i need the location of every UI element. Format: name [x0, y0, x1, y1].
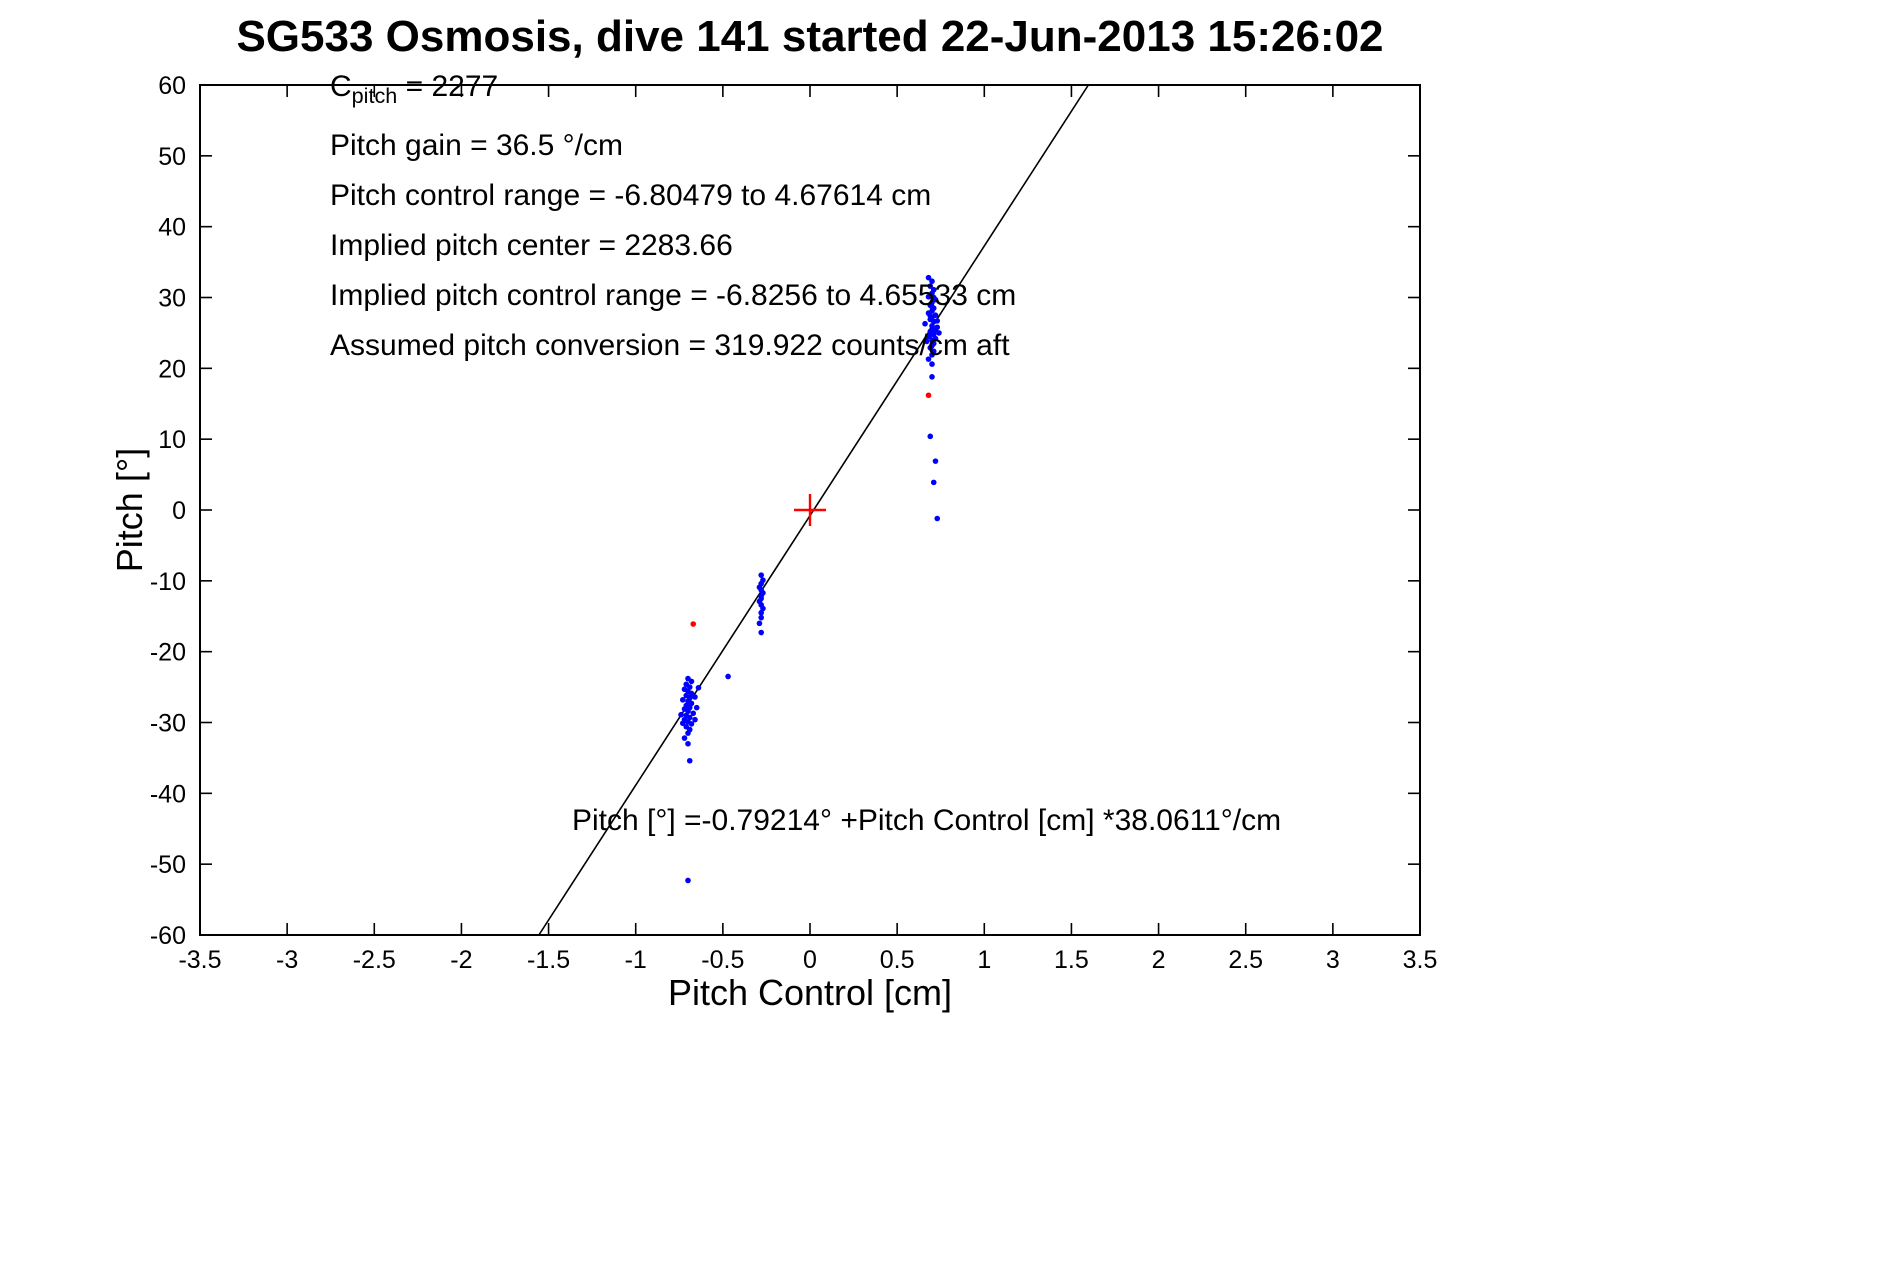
data-point [927, 433, 934, 440]
annotation-pitch-control-range: Pitch control range = -6.80479 to 4.6761… [330, 179, 932, 212]
x-tick-label: -1 [625, 946, 647, 974]
data-point [929, 278, 935, 285]
annotation-implied-pitch-center: Implied pitch center = 2283.66 [330, 229, 733, 262]
y-tick-label: 20 [158, 355, 186, 383]
x-tick-label: -3 [276, 946, 298, 974]
y-tick-label: -20 [150, 639, 186, 667]
data-point [688, 690, 695, 697]
x-tick-label: 0.5 [880, 946, 915, 974]
data-point [758, 614, 764, 621]
data-point [678, 711, 684, 718]
data-point [685, 740, 691, 747]
data-point [685, 708, 691, 714]
annotation-implied-pitch-control-range: Implied pitch control range = -6.8256 to… [330, 279, 1017, 312]
data-point [934, 318, 941, 324]
data-point [690, 621, 697, 627]
y-tick-label: -40 [150, 780, 186, 808]
data-point [760, 605, 766, 612]
annotation-pitch-gain: Pitch gain = 36.5 °/cm [330, 129, 623, 162]
chart-title: SG533 Osmosis, dive 141 started 22-Jun-2… [236, 12, 1384, 61]
y-tick-label: 60 [158, 72, 186, 100]
data-point [690, 710, 697, 717]
data-point [758, 609, 764, 616]
x-tick-label: 2.5 [1228, 946, 1263, 974]
x-tick-label: 0 [803, 946, 817, 974]
data-point [685, 730, 691, 736]
y-tick-label: 50 [158, 143, 186, 171]
annotation-cpitch: Cpitch = 2277 [330, 62, 1016, 121]
data-point [692, 716, 698, 723]
data-point [932, 458, 939, 464]
data-point [688, 678, 695, 685]
x-tick-label: -0.5 [701, 946, 744, 974]
data-point [927, 344, 934, 351]
data-point [925, 392, 932, 399]
annotation-assumed-pitch-conversion: Assumed pitch conversion = 319.922 count… [330, 329, 1010, 362]
data-point [929, 361, 935, 367]
cpitch-value: = 2277 [397, 70, 499, 103]
y-tick-label: 10 [158, 426, 186, 454]
fit-equation: Pitch [°] =-0.79214° +Pitch Control [cm]… [572, 804, 1282, 837]
series-observed-pitch [678, 274, 942, 884]
data-point [927, 313, 934, 319]
y-tick-label: -60 [150, 922, 186, 950]
data-point [930, 294, 937, 301]
series-flagged-points [690, 392, 932, 627]
y-tick-label: -50 [150, 851, 186, 879]
data-point [929, 352, 935, 358]
y-tick-label: 40 [158, 214, 186, 242]
data-point [688, 700, 695, 707]
y-tick-label: 0 [172, 497, 186, 525]
x-tick-label: -2 [450, 946, 472, 974]
data-point [725, 673, 731, 680]
data-point [756, 620, 763, 627]
data-point [686, 684, 693, 690]
data-point [929, 374, 935, 380]
data-point [929, 290, 935, 297]
x-tick-label: 3.5 [1403, 946, 1438, 974]
cpitch-symbol: C [330, 70, 352, 103]
x-axis-label: Pitch Control [cm] [667, 972, 953, 1013]
data-point [922, 320, 928, 327]
data-point [686, 757, 693, 764]
x-tick-label: -1.5 [527, 946, 570, 974]
x-tick-label: -3.5 [178, 946, 221, 974]
annotation-block: Cpitch = 2277 Pitch gain = 36.5 °/cm Pit… [330, 62, 1016, 371]
cpitch-subscript: pitch [351, 83, 398, 108]
y-tick-label: -30 [150, 710, 186, 738]
data-point [930, 479, 937, 486]
x-tick-label: 3 [1326, 946, 1340, 974]
data-point [686, 714, 693, 721]
x-tick-label: 1 [977, 946, 991, 974]
data-point [692, 694, 698, 700]
series-implied-center-marker [794, 494, 826, 526]
data-point [693, 704, 700, 711]
data-point [758, 629, 764, 636]
data-point [925, 293, 932, 300]
data-point [679, 720, 686, 727]
y-tick-label: -10 [150, 568, 186, 596]
data-point [925, 274, 932, 281]
data-point [688, 721, 695, 727]
data-point [927, 332, 934, 338]
x-tick-label: 1.5 [1054, 946, 1089, 974]
data-point [679, 697, 686, 703]
data-point [681, 735, 688, 741]
data-point [927, 283, 934, 289]
x-tick-label: -2.5 [353, 946, 396, 974]
data-point [695, 684, 702, 691]
y-tick-label: 30 [158, 285, 186, 313]
data-point [923, 338, 930, 345]
data-point [925, 356, 932, 362]
data-point [685, 877, 691, 884]
data-point [758, 572, 764, 578]
data-point [929, 303, 935, 310]
data-point [932, 327, 939, 333]
data-point [934, 515, 941, 522]
y-axis-label: Pitch [°] [109, 447, 150, 573]
x-tick-label: 2 [1152, 946, 1166, 974]
